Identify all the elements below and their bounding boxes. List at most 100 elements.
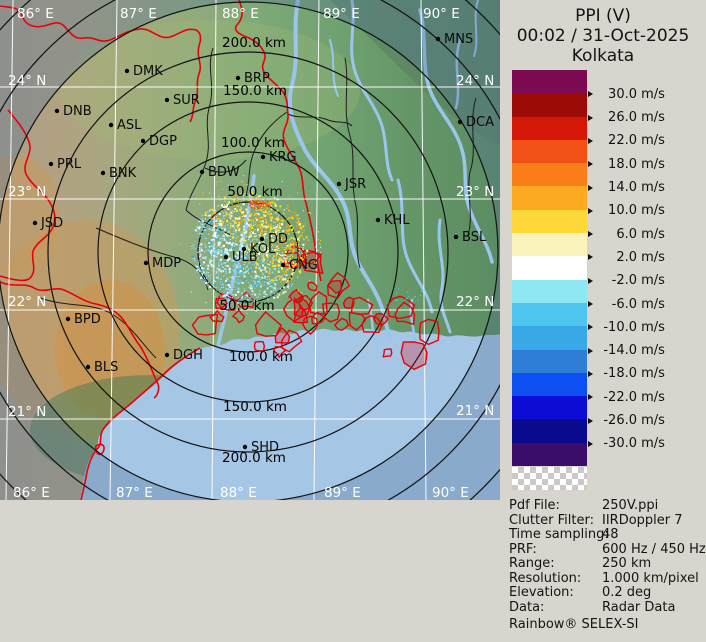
- colorbar-block: [512, 326, 587, 350]
- tick-unit: m/s: [637, 296, 665, 312]
- city-dot: [48, 161, 54, 167]
- city-dot: [457, 119, 463, 125]
- colorbar-tick: -22.0 m/s: [588, 389, 665, 405]
- colorbar-block: [512, 302, 587, 327]
- tick-value: 30.0: [608, 86, 637, 102]
- city-label: JSD: [40, 216, 63, 231]
- tick-unit: m/s: [637, 343, 665, 359]
- tick-arrow-icon: [588, 417, 593, 424]
- longitude-label: 86° E: [13, 485, 50, 500]
- info-row: Range: 250 km: [509, 556, 706, 571]
- info-value: Radar Data: [602, 599, 676, 615]
- info-label: Resolution:: [509, 570, 582, 586]
- info-value: 250V.ppi: [602, 498, 659, 513]
- city-dot: [32, 220, 38, 226]
- latlon-grid: [0, 0, 500, 500]
- colorbar-block: [512, 279, 587, 303]
- red-island-outline: [280, 329, 303, 353]
- red-island-outline: [216, 293, 236, 311]
- range-ring-label: 50.0 km: [219, 298, 274, 314]
- tick-unit: m/s: [637, 389, 665, 405]
- red-island-outline: [235, 291, 255, 309]
- city-label: DNB: [63, 104, 92, 119]
- info-label: Elevation:: [509, 585, 574, 600]
- radar-echo: [178, 174, 428, 321]
- radar-map-svg: 200.0 km 150.0 km 100.0 km 50.0 km 50.0 km 10…: [0, 0, 500, 500]
- tick-value: 2.0: [616, 249, 637, 265]
- city-label: DGP: [149, 134, 177, 149]
- product-timestamp: 00:02 / 31-Oct-2025: [516, 26, 690, 46]
- red-island-outline: [400, 341, 428, 371]
- info-value: 600 Hz / 450 Hz: [602, 541, 706, 557]
- latitude-label: 22° N: [8, 294, 46, 310]
- colorbar-block: [512, 419, 587, 443]
- city-dot: [124, 68, 130, 74]
- red-island-outline: [253, 340, 266, 352]
- city-label: CNG: [289, 258, 318, 273]
- tick-arrow-icon: [588, 137, 593, 144]
- tick-value: -6.0: [611, 296, 637, 312]
- colorbar-block: [512, 372, 587, 397]
- colorbar-tick: -14.0 m/s: [588, 343, 665, 359]
- red-island-outline: [307, 281, 318, 292]
- city-label: BRP: [244, 71, 270, 86]
- colorbar-tick: 30.0 m/s: [588, 86, 665, 102]
- range-ring: [147, 151, 349, 353]
- range-ring-label: 150.0 km: [223, 83, 287, 99]
- colorbar-block: [512, 186, 587, 210]
- red-island-outline: [209, 309, 225, 323]
- red-island-outline: [361, 315, 383, 334]
- info-value: 250 km: [602, 556, 652, 571]
- red-island-outline: [308, 291, 328, 315]
- range-ring-label: 200.0 km: [222, 35, 286, 51]
- longitude-label: 87° E: [120, 6, 157, 22]
- tick-value: -10.0: [603, 319, 637, 335]
- tick-unit: m/s: [637, 203, 665, 219]
- tick-arrow-icon: [588, 324, 593, 331]
- range-ring-label: 200.0 km: [222, 450, 286, 466]
- city-label: KOL: [250, 242, 276, 257]
- red-island-outline: [321, 302, 341, 323]
- city-label: KHL: [384, 213, 410, 228]
- city-dot: [235, 75, 241, 81]
- info-value: IIRDoppler 7: [602, 512, 683, 528]
- sundarbans-red-islands: [191, 245, 440, 371]
- range-ring: [47, 51, 449, 453]
- tick-unit: m/s: [637, 249, 665, 265]
- tick-arrow-icon: [588, 184, 593, 191]
- city-dot: [280, 262, 286, 268]
- city-dot: [108, 122, 114, 128]
- meridian-line: [5, 0, 14, 500]
- city-dot: [140, 138, 146, 144]
- city-dot: [164, 97, 170, 103]
- info-label: Time sampling:: [509, 527, 609, 542]
- tick-arrow-icon: [588, 301, 593, 307]
- radar-map-view[interactable]: 200.0 km 150.0 km 100.0 km 50.0 km 50.0 km 10…: [0, 0, 500, 500]
- red-island-outline: [333, 317, 350, 331]
- red-island-outline: [272, 346, 287, 359]
- latitude-label: 24° N: [8, 73, 46, 89]
- tick-arrow-icon: [588, 231, 593, 238]
- colorbar-nodata-checker: [512, 467, 587, 490]
- meridian-line: [109, 0, 118, 500]
- tick-value: -18.0: [603, 366, 637, 382]
- tick-value: 10.0: [608, 203, 637, 219]
- city-label: PRL: [57, 157, 82, 172]
- latitude-label: 24° N: [456, 73, 494, 89]
- range-ring-labels: 200.0 km 150.0 km 100.0 km 50.0 km 50.0 km 10…: [219, 35, 293, 466]
- tick-value: -22.0: [603, 389, 637, 405]
- meridian-line: [211, 0, 217, 500]
- red-island-outline: [418, 318, 440, 346]
- longitude-label: 89° E: [323, 6, 360, 22]
- red-island-outline: [214, 297, 228, 310]
- colorbar-tick: 26.0 m/s: [588, 110, 665, 126]
- velocity-colorbar: [512, 70, 587, 467]
- software-brand: Rainbow® SELEX-SI: [509, 617, 639, 632]
- info-label: PRF:: [509, 541, 537, 557]
- red-island-outline: [372, 312, 389, 327]
- info-row: PRF: 600 Hz / 450 Hz: [509, 541, 706, 557]
- colorbar-block: [512, 209, 587, 234]
- tick-value: 14.0: [608, 180, 637, 195]
- tick-arrow-icon: [588, 440, 593, 447]
- tick-value: 26.0: [608, 110, 637, 126]
